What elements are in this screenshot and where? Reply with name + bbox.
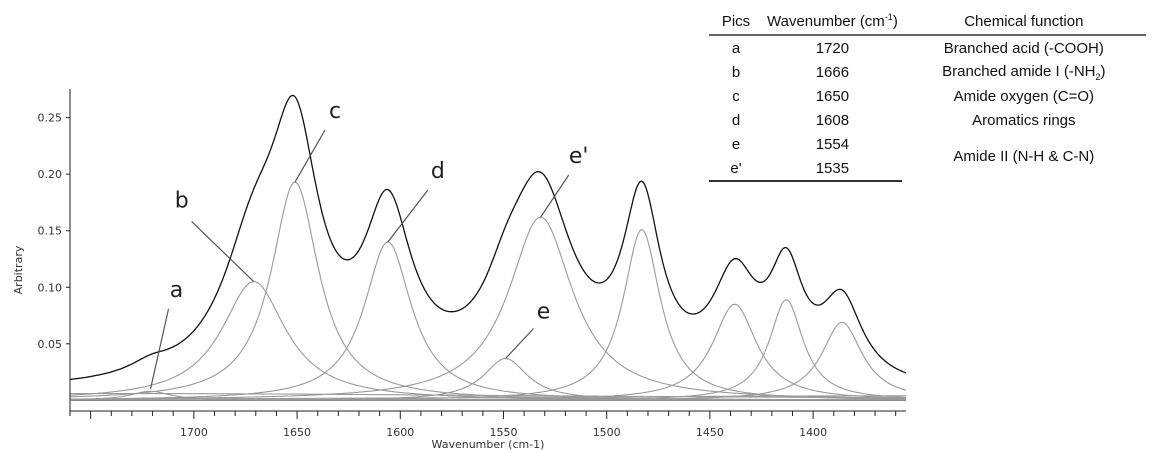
- table-row: b 1666 Branched amide I (-NH2): [709, 60, 1146, 84]
- x-tick-label: 1600: [386, 426, 414, 439]
- x-tick-label: 1550: [489, 426, 517, 439]
- component-peaks: [69, 181, 907, 401]
- component-peak-line-b: [69, 281, 906, 401]
- cell-function: Amide II (N-H & C-N): [953, 148, 1095, 165]
- peak-label: e: [537, 300, 551, 325]
- peak-label: a: [170, 278, 183, 303]
- cell-pic: a: [731, 39, 741, 57]
- annotation-leader: [387, 189, 429, 243]
- y-tick-label: 0.20: [38, 168, 63, 181]
- component-peak-line: [70, 395, 906, 400]
- component-peak-line: [70, 303, 906, 401]
- peak-assignment-table: Pics Wavenumber (cm-1) Chemical function…: [709, 8, 1146, 182]
- cell-wavenumber: 1720: [815, 39, 850, 57]
- cell-function: Branched amide I (-NH2): [942, 62, 1106, 82]
- cell-wavenumber: 1554: [815, 135, 850, 153]
- cell-wavenumber: 1666: [815, 63, 850, 81]
- annotation-leader: [191, 221, 255, 283]
- cell-function: Branched acid (-COOH): [943, 39, 1104, 57]
- x-tick-label: 1450: [696, 426, 724, 439]
- cell-pic: b: [731, 63, 741, 81]
- y-tick-label: 0.15: [38, 225, 63, 238]
- annotation-leader: [294, 129, 326, 183]
- cell-pic: d: [731, 111, 741, 129]
- x-tick-label: 1650: [283, 426, 311, 439]
- table-row: e' 1535: [709, 156, 1146, 182]
- cell-wavenumber: 1535: [763, 156, 902, 182]
- component-peak-line: [70, 229, 906, 401]
- x-tick-label: 1500: [593, 426, 621, 439]
- annotation-leader: [540, 174, 570, 218]
- y-tick-label: 0.10: [38, 281, 63, 294]
- x-axis-label: Wavenumber (cm-1): [432, 438, 545, 451]
- y-tick-label: 0.05: [38, 338, 63, 351]
- component-peak-line: [70, 299, 906, 401]
- header-pics: Pics: [721, 12, 751, 30]
- cell-pic: e': [709, 156, 763, 182]
- table-row: e 1554 Amide II (N-H & C-N): [709, 132, 1146, 166]
- x-tick-label: 1400: [799, 426, 827, 439]
- component-peak-line: [70, 393, 906, 399]
- sum-spectrum-line: [69, 94, 907, 381]
- table-row: d 1608 Aromatics rings: [709, 108, 1146, 132]
- table-header-row: Pics Wavenumber (cm-1) Chemical function: [709, 8, 1146, 35]
- header-chemical-function: Chemical function: [964, 12, 1084, 30]
- y-axis-label: Arbitrary: [12, 245, 25, 294]
- peak-label: e': [569, 144, 589, 169]
- x-tick-label: 1700: [180, 426, 208, 439]
- chart-axes: 0.05 0.10 0.15 0.20 0.25 1700 1650 1600 1550 1500…: [38, 89, 906, 439]
- cell-function: Amide oxygen (C=O): [953, 87, 1095, 105]
- table-row: a 1720 Branched acid (-COOH): [709, 35, 1146, 60]
- component-peak-line-c: [70, 181, 906, 401]
- peak-label: d: [431, 159, 445, 184]
- peak-label: b: [175, 189, 189, 214]
- peak-label: c: [329, 99, 341, 124]
- peak-annotations: a b c d e e': [149, 99, 589, 390]
- cell-pic: e: [731, 135, 741, 153]
- cell-function: Aromatics rings: [972, 111, 1076, 129]
- cell-wavenumber: 1608: [815, 111, 850, 129]
- annotation-leader: [149, 308, 170, 390]
- cell-wavenumber: 1650: [815, 87, 850, 105]
- table-row: c 1650 Amide oxygen (C=O): [709, 84, 1146, 108]
- y-tick-label: 0.25: [38, 112, 63, 125]
- cell-pic: c: [732, 87, 740, 105]
- annotation-leader: [505, 328, 534, 359]
- header-wavenumber: Wavenumber (cm-1): [767, 12, 898, 30]
